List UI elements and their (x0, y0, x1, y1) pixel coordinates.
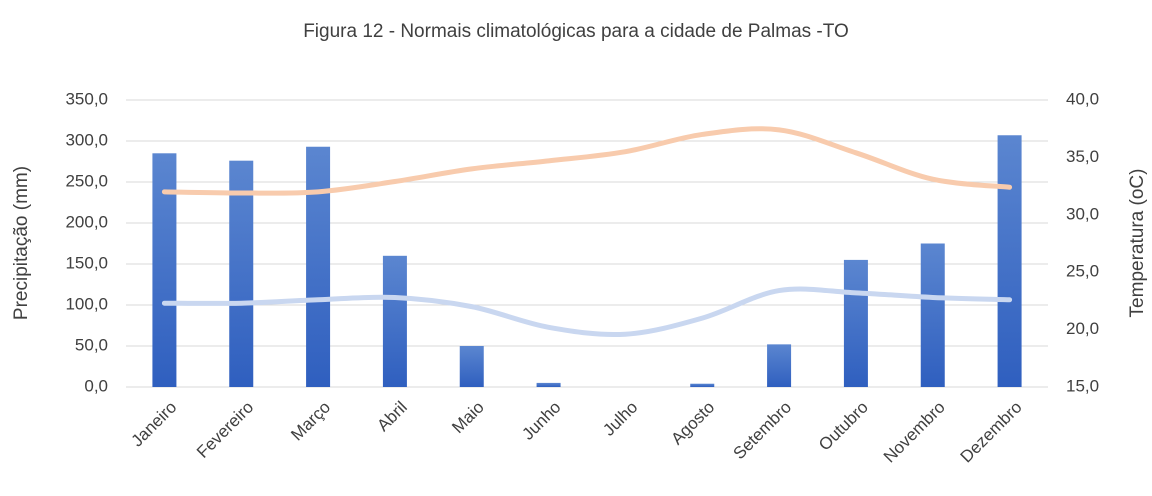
y-axis-title: Precipitação (mm) (11, 166, 32, 320)
y-tick-label: 250,0 (65, 171, 108, 190)
y2-tick-label: 30,0 (1066, 204, 1099, 223)
bar (920, 243, 945, 387)
y-tick-label: 50,0 (75, 335, 108, 354)
x-tick-label: Fevereiro (193, 398, 257, 462)
bar (690, 383, 715, 387)
x-tick-label: Maio (448, 398, 487, 437)
x-tick-label: Dezembro (957, 398, 1026, 467)
y-tick-label: 200,0 (65, 212, 108, 231)
y2-tick-label: 35,0 (1066, 147, 1099, 166)
x-tick-label: Janeiro (128, 398, 181, 451)
x-tick-label: Novembro (880, 398, 949, 467)
bar (997, 135, 1022, 387)
x-tick-label: Julho (599, 398, 641, 440)
x-tick-label: Junho (518, 398, 564, 444)
x-tick-label: Abril (373, 398, 410, 435)
y2-tick-label: 25,0 (1066, 262, 1099, 281)
chart-title: Figura 12 - Normais climatológicas para … (303, 21, 849, 42)
bar (459, 346, 484, 387)
bar (536, 382, 561, 387)
bar (229, 160, 254, 387)
y-tick-label: 0,0 (84, 376, 108, 395)
bar (152, 153, 177, 387)
bar (306, 146, 331, 387)
x-tick-label: Agosto (667, 398, 718, 449)
y2-axis-title: Temperatura (oC) (1127, 169, 1148, 318)
y2-tick-label: 40,0 (1066, 89, 1099, 108)
x-tick-label: Outubro (815, 398, 872, 455)
y2-tick-label: 15,0 (1066, 376, 1099, 395)
y-tick-label: 350,0 (65, 89, 108, 108)
x-tick-label: Março (287, 398, 334, 445)
y-tick-label: 100,0 (65, 294, 108, 313)
y-tick-label: 300,0 (65, 130, 108, 149)
bar (767, 344, 792, 387)
bar (843, 259, 868, 387)
y2-tick-label: 20,0 (1066, 319, 1099, 338)
x-tick-label: Setembro (730, 398, 796, 464)
line (161, 126, 1013, 196)
y-tick-label: 150,0 (65, 253, 108, 272)
bar (382, 255, 407, 387)
line (161, 286, 1013, 338)
